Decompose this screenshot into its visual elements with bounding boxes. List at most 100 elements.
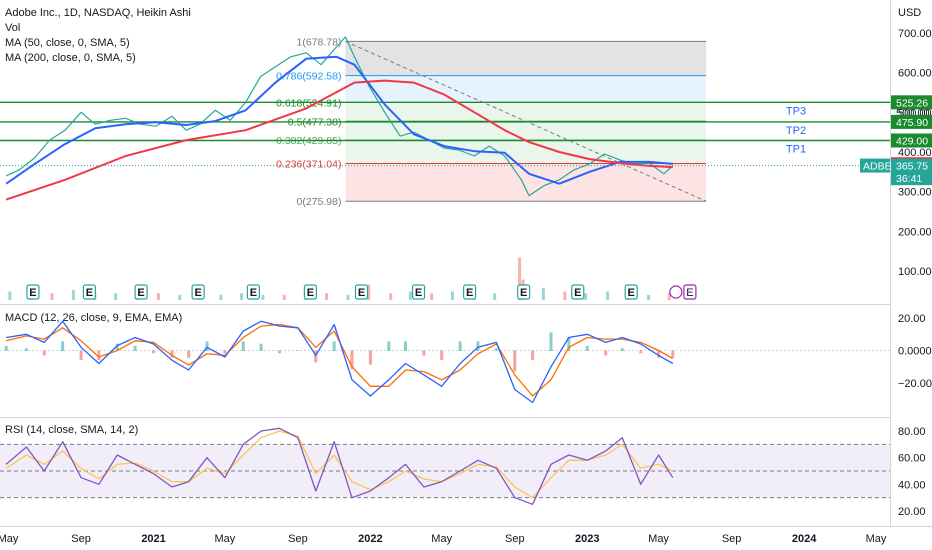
earnings-marker-label: E: [574, 287, 581, 299]
time-axis[interactable]: May Sep 2021 May Sep 2022 May Sep 2023 May Sep 2024…: [0, 533, 887, 545]
ma200-line: [5, 79, 673, 201]
earnings-marker: [246, 284, 260, 300]
earnings-marker-label: E: [520, 287, 527, 299]
fib-zone-0.382: [345, 140, 707, 164]
fib-label-0: 0(275.98): [297, 196, 342, 208]
volume-bar: [219, 294, 223, 300]
macd-tick-label: −20.00: [898, 378, 932, 390]
volume-bar: [346, 294, 350, 300]
macd-histogram-bar: [259, 343, 263, 351]
macd-signal-line: [6, 323, 674, 397]
volume-bar: [389, 293, 393, 300]
chart-title[interactable]: Adobe Inc., 1D, NASDAQ, Heikin Ashi: [5, 7, 191, 19]
macd-histogram-bar: [61, 341, 65, 351]
macd-histogram-bar: [671, 350, 675, 358]
macd-tick-label: 0.0000: [898, 346, 932, 358]
price-tag-2: [891, 171, 932, 186]
macd-line: [6, 320, 674, 404]
price-tag-1: [891, 158, 932, 173]
time-tick-label: May: [648, 533, 669, 545]
macd-histogram-bar: [223, 350, 227, 354]
price-series: [5, 36, 674, 201]
earnings-marker: [82, 284, 96, 300]
volume-bar: [430, 293, 434, 300]
symbol-tag-text: ADBE: [863, 161, 892, 173]
rsi-pane: [0, 427, 890, 505]
macd-histogram-bar: [476, 341, 480, 351]
rsi-tick-label: 20.00: [898, 506, 926, 518]
macd-histogram-bar: [115, 343, 119, 351]
volume-bar: [156, 293, 160, 300]
earnings-marker-label: E: [86, 287, 93, 299]
rsi-legend[interactable]: RSI (14, close, SMA, 14, 2): [5, 424, 138, 436]
upcoming-earnings-label: E: [686, 287, 693, 299]
tp-price-tag-3: [891, 133, 932, 148]
price-axis[interactable]: 700.00600.00500.00400.00300.00200.00100.…: [898, 28, 932, 278]
macd-pane: [0, 320, 890, 404]
volume-legend[interactable]: Vol: [5, 22, 20, 34]
volume-bar: [606, 291, 610, 300]
macd-axis[interactable]: 20.00 0.0000 −20.00: [898, 313, 932, 390]
earnings-marker-label: E: [250, 287, 257, 299]
currency-label: USD: [898, 7, 921, 19]
price-tick-label: 100.00: [898, 266, 932, 278]
fib-label-0.618: 0.618(524.91): [276, 97, 341, 109]
ma200-legend[interactable]: MA (200, close, 0, SMA, 5): [5, 52, 136, 64]
volume-bar: [647, 294, 651, 300]
macd-histogram-bar: [403, 341, 407, 351]
upcoming-earnings-marker: [683, 284, 697, 300]
earnings-marker: [571, 284, 585, 300]
macd-legend[interactable]: MACD (12, 26, close, 9, EMA, EMA): [5, 312, 182, 324]
rsi-line: [5, 427, 674, 505]
price-tick-label: 700.00: [898, 28, 932, 40]
rsi-axis[interactable]: 80.00 60.00 40.00 20.00: [898, 426, 926, 518]
time-tick-label: 2022: [358, 533, 382, 545]
volume-bar: [493, 293, 497, 300]
rsi-tick-label: 60.00: [898, 453, 926, 465]
macd-histogram-bar: [133, 345, 137, 351]
ma50-legend[interactable]: MA (50, close, 0, SMA, 5): [5, 37, 130, 49]
tp-price-tag-1: [891, 95, 932, 110]
macd-histogram-bar: [531, 350, 535, 361]
volume-bar: [408, 291, 412, 300]
earnings-marker-label: E: [137, 287, 144, 299]
macd-histogram-bar: [187, 350, 191, 358]
time-tick-label: Sep: [722, 533, 742, 545]
price-tick-label: 400.00: [898, 147, 932, 159]
volume-bar: [114, 293, 118, 300]
ma50-line: [5, 55, 673, 185]
volume-bar: [541, 288, 545, 300]
volume-bar: [563, 291, 567, 300]
time-tick-label: 2024: [792, 533, 817, 545]
volume-bar: [178, 294, 182, 300]
tp-label-1: TP3: [786, 105, 806, 117]
macd-histogram-bar: [42, 350, 46, 356]
macd-histogram-bar: [4, 345, 8, 351]
price-tick-label: 200.00: [898, 226, 932, 238]
macd-histogram-bar: [585, 345, 589, 351]
fib-label-1: 1(678.78): [297, 36, 342, 48]
time-tick-label: May: [0, 533, 19, 545]
macd-histogram-bar: [440, 350, 444, 361]
macd-histogram-bar: [205, 341, 209, 351]
tp-label-2: TP2: [786, 125, 806, 137]
fib-zone-0.618: [345, 102, 707, 122]
earnings-marker-label: E: [307, 287, 314, 299]
macd-histogram-bar: [296, 350, 300, 351]
earnings-marker: [134, 284, 148, 300]
macd-histogram-bar: [604, 350, 608, 356]
volume-bar: [667, 293, 671, 300]
price-tick-label: 600.00: [898, 68, 932, 80]
macd-histogram-bar: [241, 341, 245, 351]
time-tick-label: May: [866, 533, 887, 545]
fib-zone-1: [345, 41, 707, 76]
volume-bar: [261, 294, 265, 300]
time-tick-label: 2021: [141, 533, 165, 545]
macd-histogram-bar: [387, 341, 391, 351]
fib-label-0.786: 0.786(592.58): [276, 71, 341, 83]
macd-histogram-bar: [368, 350, 372, 365]
time-tick-label: 2023: [575, 533, 599, 545]
earnings-marker: [517, 284, 531, 300]
